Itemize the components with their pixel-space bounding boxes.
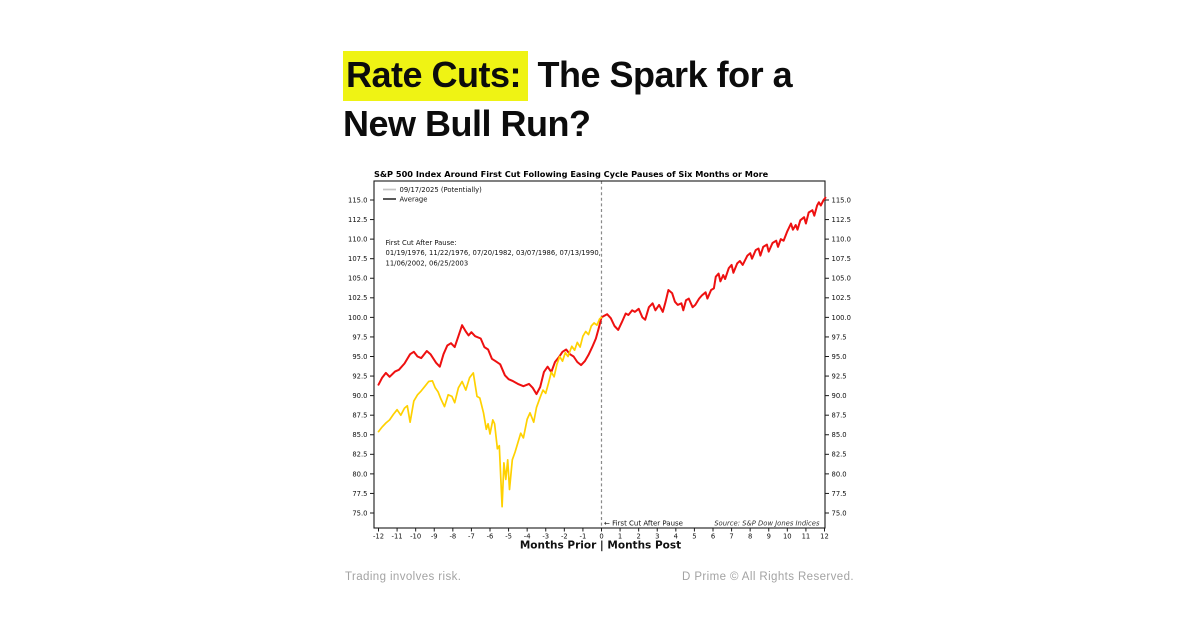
x-axis-tick-label: 8 bbox=[748, 533, 752, 541]
y-axis-tick-label: 80.0 bbox=[352, 470, 367, 478]
x-axis-tick-label: -7 bbox=[468, 533, 475, 541]
y-axis-tick-label: 102.5 bbox=[348, 294, 367, 302]
series-line-1 bbox=[377, 316, 603, 508]
title-highlight: Rate Cuts: bbox=[343, 51, 529, 101]
y-axis-tick-label: 115.0 bbox=[348, 196, 367, 204]
legend-label-1: Average bbox=[400, 196, 428, 204]
x-axis-tick-label: 4 bbox=[674, 533, 678, 541]
y-axis-tick-label: 75.0 bbox=[352, 509, 367, 517]
plot-border bbox=[373, 180, 826, 529]
x-axis-tick-label: -10 bbox=[410, 533, 421, 541]
x-axis-tick-label: 1 bbox=[618, 533, 622, 541]
y-axis-tick-label-right: 112.5 bbox=[832, 216, 851, 224]
y-axis-tick-label-right: 97.5 bbox=[832, 333, 847, 341]
x-axis-tick-label: -9 bbox=[431, 533, 438, 541]
y-axis-tick-label-right: 105.0 bbox=[832, 275, 851, 283]
chart-figure: 115.0 115.0 112.5 112.5 110.0 110.0 107.5 107.5… bbox=[348, 169, 851, 552]
first-cut-annotation-line-1: 01/19/1976, 11/22/1976, 07/20/1982, 03/0… bbox=[386, 249, 601, 257]
y-axis-tick-label-right: 115.0 bbox=[832, 196, 851, 204]
y-axis-tick-label-right: 95.0 bbox=[832, 353, 847, 361]
y-axis-tick-label: 100.0 bbox=[348, 314, 367, 322]
page-title: Rate Cuts: The Spark for a New Bull Run? bbox=[343, 51, 793, 147]
x-axis-tick-label: 7 bbox=[729, 533, 733, 541]
y-axis-tick-label-right: 87.5 bbox=[832, 412, 847, 420]
disclaimer-text: Trading involves risk. bbox=[345, 571, 462, 583]
source-annotation: Source: S&P Dow Jones Indices bbox=[714, 520, 820, 528]
y-axis-tick-label-right: 102.5 bbox=[832, 294, 851, 302]
y-axis-tick-label-right: 100.0 bbox=[832, 314, 851, 322]
chart-title: S&P 500 Index Around First Cut Following… bbox=[374, 169, 769, 179]
x-axis-tick-label: -2 bbox=[561, 533, 568, 541]
y-axis-tick-label: 95.0 bbox=[352, 353, 367, 361]
x-axis-tick-label: -12 bbox=[373, 533, 384, 541]
x-axis-tick-label: 6 bbox=[711, 533, 715, 541]
x-axis-tick-label: -6 bbox=[487, 533, 494, 541]
x-axis-tick-label: -1 bbox=[580, 533, 587, 541]
y-axis-tick-label: 85.0 bbox=[352, 431, 367, 439]
y-axis-tick-label-right: 92.5 bbox=[832, 372, 847, 380]
x-axis-tick-label: 3 bbox=[655, 533, 659, 541]
y-axis-tick-label-right: 80.0 bbox=[832, 470, 847, 478]
y-axis-tick-label-right: 82.5 bbox=[832, 451, 847, 459]
x-axis-tick-label: 0 bbox=[599, 533, 603, 541]
page-title-line2: New Bull Run? bbox=[343, 103, 591, 144]
y-axis-tick-label: 107.5 bbox=[348, 255, 367, 263]
legend-label-0: 09/17/2025 (Potentially) bbox=[400, 186, 483, 194]
y-axis-tick-label: 90.0 bbox=[352, 392, 367, 400]
x-axis-tick-label: -4 bbox=[524, 533, 531, 541]
x-axis-tick-label: -5 bbox=[505, 533, 512, 541]
y-axis-tick-label: 82.5 bbox=[352, 451, 367, 459]
y-axis-tick-label: 105.0 bbox=[348, 275, 367, 283]
y-axis-tick-label: 97.5 bbox=[352, 333, 367, 341]
y-axis-tick-label: 77.5 bbox=[352, 490, 367, 498]
y-axis-tick-label-right: 85.0 bbox=[832, 431, 847, 439]
y-axis-tick-label: 110.0 bbox=[348, 236, 367, 244]
copyright-text: D Prime © All Rights Reserved. bbox=[682, 571, 854, 583]
x-axis-tick-label: 12 bbox=[820, 533, 829, 541]
y-axis-tick-label: 92.5 bbox=[352, 372, 367, 380]
first-cut-annotation-line-2: 11/06/2002, 06/25/2003 bbox=[386, 259, 469, 267]
x-axis-title: Months Prior | Months Post bbox=[520, 540, 681, 552]
y-axis-tick-label-right: 107.5 bbox=[832, 255, 851, 263]
x-axis-tick-label: 11 bbox=[802, 533, 811, 541]
x-axis-tick-label: 10 bbox=[783, 533, 792, 541]
y-axis-tick-label: 87.5 bbox=[352, 412, 367, 420]
page-title-line1: Rate Cuts: The Spark for a bbox=[343, 51, 793, 101]
x-axis-tick-label: -8 bbox=[449, 533, 456, 541]
x-axis-tick-label: -3 bbox=[542, 533, 549, 541]
x-axis-tick-label: -11 bbox=[392, 533, 403, 541]
first-cut-annotation-line-0: First Cut After Pause: bbox=[386, 239, 457, 247]
y-axis-tick-label-right: 110.0 bbox=[832, 236, 851, 244]
y-axis-tick-label-right: 77.5 bbox=[832, 490, 847, 498]
x-axis-tick-label: 9 bbox=[767, 533, 771, 541]
y-axis-tick-label-right: 75.0 bbox=[832, 509, 847, 517]
y-axis-tick-label: 112.5 bbox=[348, 216, 367, 224]
arrow-annotation: ← First Cut After Pause bbox=[604, 520, 683, 528]
y-axis-tick-label-right: 90.0 bbox=[832, 392, 847, 400]
title-rest: The Spark for a bbox=[528, 54, 793, 95]
chart: 115.0 115.0 112.5 112.5 110.0 110.0 107.5 107.5… bbox=[330, 160, 890, 565]
x-axis-tick-label: 5 bbox=[692, 533, 696, 541]
x-axis-tick-label: 2 bbox=[636, 533, 640, 541]
series-line-0 bbox=[377, 196, 827, 396]
